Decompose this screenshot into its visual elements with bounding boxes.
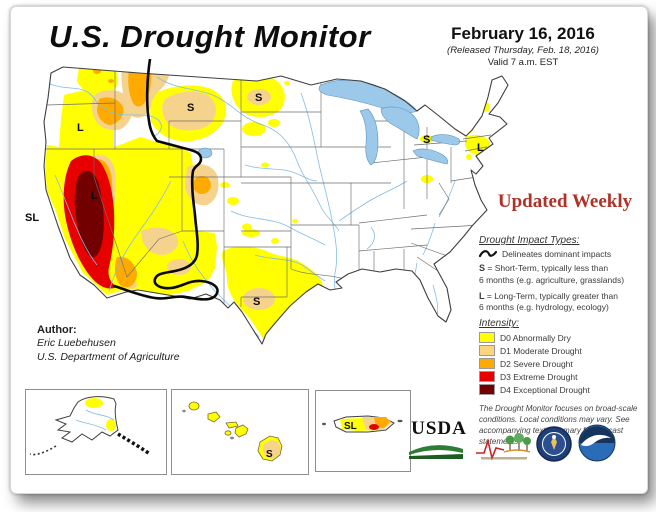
drought-impact-label-sl: SL bbox=[25, 212, 39, 224]
alaska-map bbox=[29, 396, 151, 456]
puerto-rico-inset: SL bbox=[315, 390, 411, 472]
intensity-heading: Intensity: bbox=[479, 318, 520, 330]
big-island-d1 bbox=[263, 440, 281, 459]
alaska-panhandle bbox=[117, 432, 151, 456]
release-date: (Released Thursday, Feb. 18, 2016) bbox=[447, 45, 599, 57]
intensity-label: D0 Abnormally Dry bbox=[500, 332, 571, 343]
author-name: Eric Luebehusen bbox=[37, 337, 116, 350]
short-term-symbol: S bbox=[479, 263, 486, 273]
intensity-swatch-d2 bbox=[479, 358, 495, 370]
drought-impact-label-s: S bbox=[253, 296, 260, 308]
drought-impact-label-sl: SL bbox=[344, 421, 357, 432]
intensity-swatch-d1 bbox=[479, 345, 495, 357]
intensity-label: D2 Severe Drought bbox=[500, 358, 573, 369]
short-term-text-1: = Short-Term, typically less than bbox=[487, 263, 609, 273]
intensity-item-d3: D3 Extreme Drought bbox=[479, 371, 651, 383]
map-legend: Drought Impact Types: Delineates dominan… bbox=[479, 235, 651, 448]
map-date: February 16, 2016 bbox=[451, 24, 595, 43]
intensity-item-d1: D1 Moderate Drought bbox=[479, 345, 651, 357]
squiggle-line-icon bbox=[479, 250, 497, 258]
long-term-key: L = Long-Term, typically greater than 6 … bbox=[479, 291, 651, 314]
drought-impact-label-s: S bbox=[187, 102, 194, 114]
hawaii-map: S bbox=[182, 401, 283, 462]
drought-impact-label-s: S bbox=[255, 92, 262, 104]
noaa-seabird-icon bbox=[581, 434, 611, 447]
intensity-label: D1 Moderate Drought bbox=[500, 345, 582, 356]
drought-impact-label-s: S bbox=[266, 449, 273, 460]
intensity-swatch-d0 bbox=[479, 332, 495, 344]
hawaii-inset: S bbox=[171, 389, 309, 475]
great-lakes bbox=[197, 79, 461, 166]
d4-exceptional-drought-region bbox=[74, 170, 104, 258]
impact-delineation-line bbox=[112, 59, 219, 301]
intensity-item-d0: D0 Abnormally Dry bbox=[479, 332, 651, 344]
commerce-eagle-icon bbox=[551, 436, 557, 450]
alaska-d0-patch-north bbox=[85, 398, 103, 408]
drought-monitor-sheet: U.S. Drought Monitor February 16, 2016 (… bbox=[10, 6, 648, 494]
river-lines bbox=[46, 76, 456, 338]
short-term-key: S = Short-Term, typically less than 6 mo… bbox=[479, 263, 651, 286]
drought-impact-label-s: S bbox=[423, 134, 430, 146]
alaska-d0-patch-east bbox=[106, 419, 116, 431]
drought-impact-label-l: L bbox=[477, 142, 484, 154]
valid-time: Valid 7 a.m. EST bbox=[487, 57, 559, 69]
long-term-text-2: 6 months (e.g. hydrology, ecology) bbox=[479, 302, 609, 313]
usda-field-icon bbox=[409, 445, 463, 459]
noaa-logo bbox=[578, 424, 616, 462]
delineation-row: Delineates dominant impacts bbox=[479, 249, 651, 259]
aleutian-islands bbox=[29, 445, 57, 456]
author-heading: Author: bbox=[37, 324, 77, 336]
intensity-swatch-d3 bbox=[479, 371, 495, 383]
intensity-swatch-d4 bbox=[479, 384, 495, 396]
intensity-item-d4: D4 Exceptional Drought bbox=[479, 384, 651, 396]
author-block: Author: Eric Luebehusen U.S. Department … bbox=[37, 323, 180, 365]
date-block: February 16, 2016 (Released Thursday, Fe… bbox=[411, 23, 635, 69]
impact-types-heading: Drought Impact Types: bbox=[479, 235, 580, 246]
long-term-symbol: L bbox=[479, 290, 485, 301]
updated-weekly-note: Updated Weekly bbox=[497, 191, 633, 212]
delineation-label: Delineates dominant impacts bbox=[502, 249, 612, 259]
intensity-list: D0 Abnormally Dry D1 Moderate Drought D2 S… bbox=[479, 332, 651, 396]
drought-impact-label-l: L bbox=[77, 122, 84, 134]
intensity-label: D4 Exceptional Drought bbox=[500, 384, 590, 395]
ndmc-logo bbox=[476, 433, 531, 461]
short-term-text-2: 6 months (e.g. agriculture, grasslands) bbox=[479, 274, 625, 285]
puerto-rico-map: SL bbox=[322, 415, 403, 433]
ndmc-trees-icon bbox=[505, 433, 531, 451]
drought-impact-label-l: L bbox=[91, 190, 98, 202]
page-title: U.S. Drought Monitor bbox=[49, 19, 371, 54]
author-org: U.S. Department of Agriculture bbox=[37, 350, 180, 363]
intensity-item-d2: D2 Severe Drought bbox=[479, 358, 651, 370]
long-term-text-1: = Long-Term, typically greater than bbox=[486, 290, 618, 301]
usda-logo-text: USDA bbox=[411, 418, 467, 439]
pr-d3-region bbox=[369, 424, 379, 430]
usda-logo: USDA bbox=[407, 419, 471, 460]
commerce-seal-logo bbox=[536, 426, 572, 462]
alaska-inset bbox=[25, 389, 167, 475]
intensity-label: D3 Extreme Drought bbox=[500, 371, 578, 382]
